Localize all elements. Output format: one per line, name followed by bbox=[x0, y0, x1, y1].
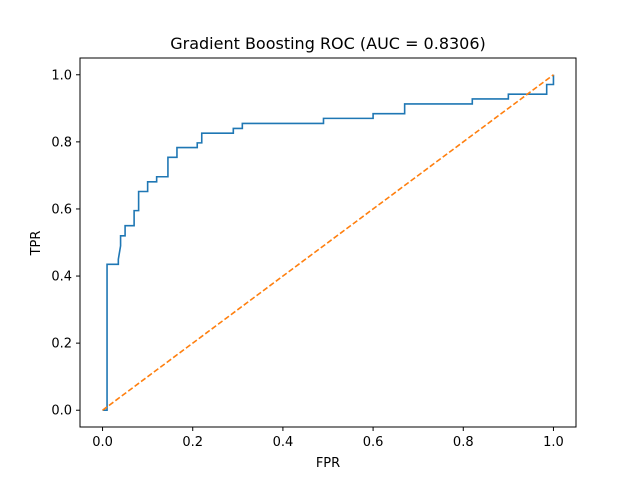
y-tick-label: 0.2 bbox=[51, 337, 72, 352]
x-axis-label: FPR bbox=[316, 456, 340, 471]
plot-frame bbox=[79, 57, 577, 428]
x-tick-label: 0.8 bbox=[453, 435, 474, 450]
x-tick-label: 0.6 bbox=[363, 435, 384, 450]
y-tick-label: 1.0 bbox=[51, 68, 72, 83]
y-tick-label: 0.4 bbox=[51, 270, 72, 285]
roc-curve-line bbox=[102, 74, 555, 412]
y-axis-ticks: 0.0 0.2 0.4 0.6 0.8 1.0 bbox=[51, 68, 80, 419]
chart-title: Gradient Boosting ROC (AUC = 0.8306) bbox=[170, 34, 486, 53]
y-tick-label: 0.6 bbox=[51, 202, 72, 217]
x-tick-label: 0.4 bbox=[273, 435, 294, 450]
y-tick-label: 0.0 bbox=[51, 404, 72, 419]
x-tick-label: 1.0 bbox=[543, 435, 564, 450]
chance-diagonal-line bbox=[102, 74, 554, 411]
x-tick-label: 0.0 bbox=[92, 435, 113, 450]
x-tick-label: 0.2 bbox=[182, 435, 203, 450]
y-tick-label: 0.8 bbox=[51, 135, 72, 150]
x-axis-ticks: 0.0 0.2 0.4 0.6 0.8 1.0 bbox=[92, 427, 564, 450]
plot-series bbox=[102, 74, 555, 412]
y-axis-label: TPR bbox=[29, 231, 44, 257]
